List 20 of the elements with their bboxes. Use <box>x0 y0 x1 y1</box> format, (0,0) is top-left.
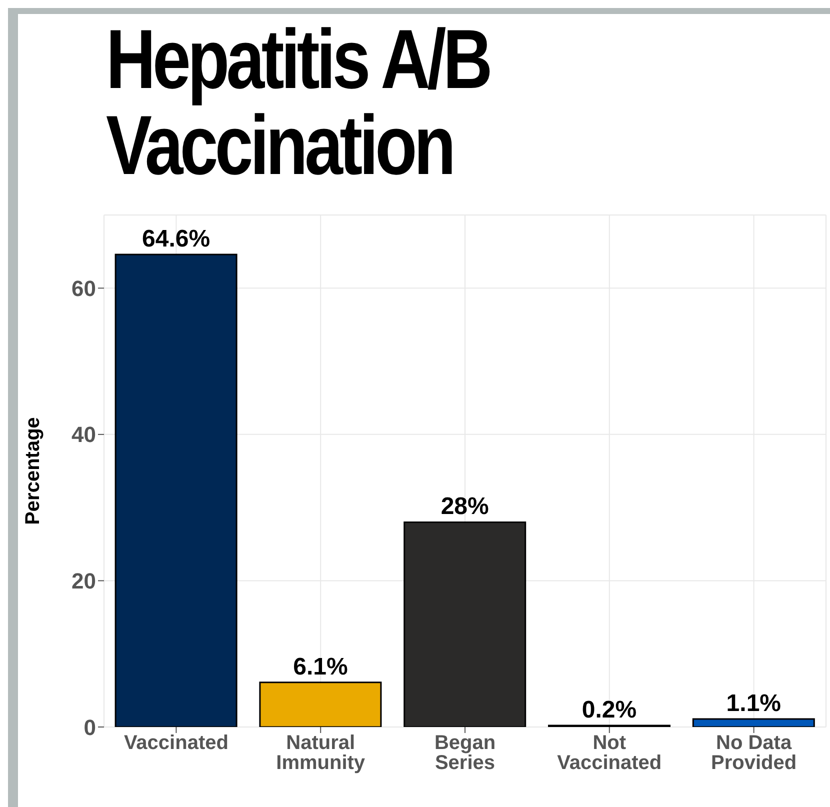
x-tick-label: Began Series <box>434 732 496 774</box>
bar <box>259 682 382 727</box>
bar <box>404 521 526 727</box>
bar <box>692 718 815 727</box>
data-label: 0.2% <box>582 696 637 724</box>
x-tick-label: Vaccinated <box>124 732 228 754</box>
y-tick-label: 40 <box>72 422 96 448</box>
data-label: 28% <box>440 493 489 520</box>
bar <box>114 254 238 727</box>
x-tick-label: No Data Provided <box>711 732 797 774</box>
x-tick-label: Not Vaccinated <box>557 732 662 774</box>
y-axis-title: Percentage <box>22 417 44 525</box>
data-label: 1.1% <box>726 690 782 717</box>
data-label: 6.1% <box>293 653 348 680</box>
y-tick-label: 60 <box>72 276 96 301</box>
chart-title: Hepatitis A/B Vaccination <box>106 12 490 192</box>
data-label: 64.6% <box>142 225 210 252</box>
y-tick-label: 20 <box>72 568 96 594</box>
y-tick-label: 0 <box>84 714 96 740</box>
x-tick-label: Natural Immunity <box>276 732 366 774</box>
